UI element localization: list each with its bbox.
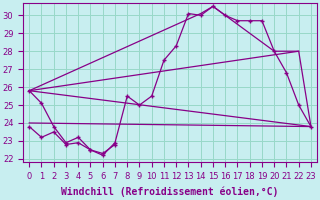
X-axis label: Windchill (Refroidissement éolien,°C): Windchill (Refroidissement éolien,°C): [61, 187, 279, 197]
